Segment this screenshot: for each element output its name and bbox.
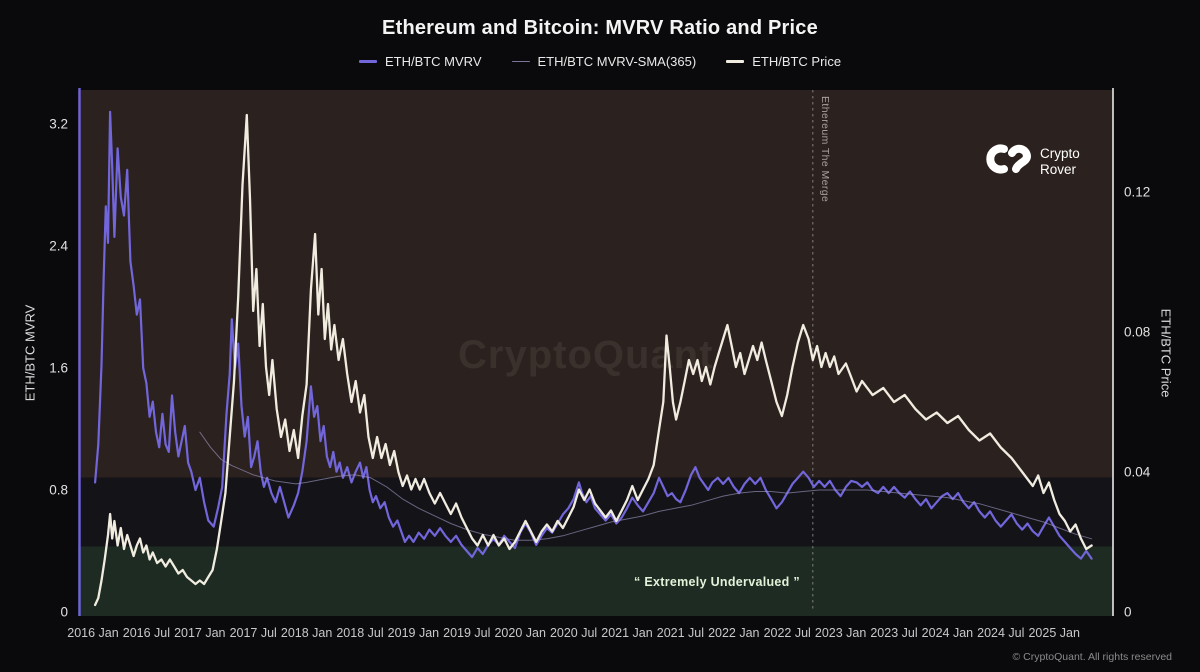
series-line-2 bbox=[93, 113, 1093, 607]
legend-label-mvrv: ETH/BTC MVRV bbox=[384, 54, 482, 69]
x-tick-label: 2018 Jan bbox=[281, 626, 332, 640]
x-tick-label: 2017 Jul bbox=[230, 626, 277, 640]
x-tick-label: 2020 Jan bbox=[494, 626, 545, 640]
extremely-undervalued-region bbox=[78, 546, 1113, 616]
crypto-rover-logo: Crypto Rover bbox=[985, 142, 1080, 181]
x-tick-label: 2021 Jan bbox=[601, 626, 652, 640]
legend-item-mvrv-sma[interactable]: ETH/BTC MVRV-SMA(365) bbox=[511, 54, 697, 69]
x-tick-label: 2023 Jan bbox=[815, 626, 866, 640]
x-tick-label: 2018 Jul bbox=[336, 626, 383, 640]
x-tick-label: 2021 Jul bbox=[657, 626, 704, 640]
right-tick-label: 0 bbox=[1124, 605, 1132, 620]
x-tick-label: 2023 Jul bbox=[870, 626, 917, 640]
x-tick-label: 2024 Jan bbox=[922, 626, 973, 640]
x-tick-label: 2019 Jul bbox=[443, 626, 490, 640]
cryptoquant-watermark: CryptoQuant bbox=[458, 333, 713, 377]
right-tick-label: 0.04 bbox=[1124, 465, 1151, 480]
logo-text-line1: Crypto bbox=[1040, 145, 1080, 161]
merge-annotation-label: Ethereum The Merge bbox=[819, 96, 831, 203]
x-tick-label: 2025 Jan bbox=[1028, 626, 1079, 640]
chart-title: Ethereum and Bitcoin: MVRV Ratio and Pri… bbox=[382, 17, 818, 39]
left-tick-label: 0.8 bbox=[49, 483, 68, 498]
legend: ETH/BTC MVRV ETH/BTC MVRV-SMA(365) ETH/B… bbox=[0, 54, 1200, 69]
legend-swatch-price bbox=[726, 60, 745, 63]
right-tick-label: 0.12 bbox=[1124, 185, 1150, 200]
copyright-text: © CryptoQuant. All rights reserved bbox=[1012, 651, 1172, 663]
left-axis-title: ETH/BTC MVRV bbox=[22, 304, 38, 402]
legend-swatch-mvrv bbox=[358, 60, 377, 63]
x-tick-label: 2020 Jul bbox=[550, 626, 597, 640]
x-tick-label: 2016 Jan bbox=[67, 626, 118, 640]
x-tick-label: 2019 Jan bbox=[388, 626, 439, 640]
right-tick-label: 0.08 bbox=[1124, 325, 1150, 340]
left-tick-label: 3.2 bbox=[49, 117, 68, 132]
neutral-region bbox=[78, 477, 1113, 547]
left-tick-label: 0 bbox=[60, 605, 68, 620]
crypto-rover-logo-text: Crypto Rover bbox=[1040, 146, 1080, 178]
left-tick-label: 1.6 bbox=[49, 361, 68, 376]
crypto-rover-monogram-icon bbox=[985, 142, 1032, 181]
series-line-1 bbox=[199, 431, 1093, 541]
legend-swatch-mvrv-sma bbox=[511, 60, 530, 63]
x-tick-label: 2024 Jul bbox=[977, 626, 1024, 640]
right-axis-title: ETH/BTC Price bbox=[1158, 308, 1174, 398]
x-tick-label: 2022 Jul bbox=[764, 626, 811, 640]
x-tick-label: 2017 Jan bbox=[174, 626, 225, 640]
x-tick-label: 2022 Jan bbox=[708, 626, 759, 640]
overvalued-region bbox=[78, 90, 1113, 478]
left-tick-label: 2.4 bbox=[49, 239, 68, 254]
legend-item-mvrv[interactable]: ETH/BTC MVRV bbox=[358, 54, 482, 69]
legend-item-price[interactable]: ETH/BTC Price bbox=[726, 54, 841, 69]
logo-text-line2: Rover bbox=[1040, 161, 1077, 177]
x-tick-label: 2016 Jul bbox=[123, 626, 170, 640]
legend-label-price: ETH/BTC Price bbox=[752, 54, 842, 69]
extremely-undervalued-label: “ Extremely Undervalued ” bbox=[634, 575, 800, 589]
legend-label-mvrv-sma: ETH/BTC MVRV-SMA(365) bbox=[537, 54, 697, 69]
